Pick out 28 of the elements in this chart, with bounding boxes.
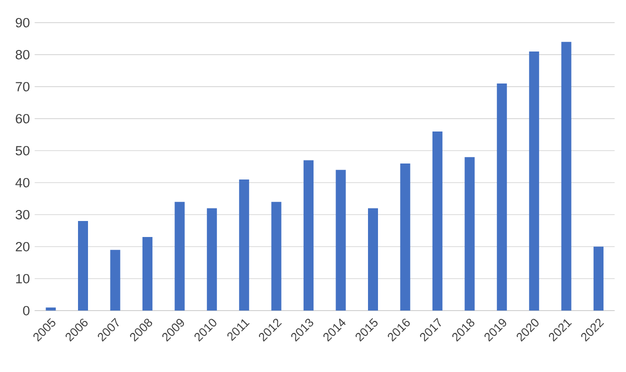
bar (368, 208, 378, 311)
y-tick-label: 70 (16, 82, 30, 92)
bar (142, 237, 152, 311)
bar (400, 163, 410, 311)
bar (432, 131, 442, 311)
y-tick-label: 50 (16, 146, 30, 156)
bar (239, 179, 250, 311)
bar (271, 202, 282, 311)
y-tick-label: 80 (16, 50, 30, 60)
y-tick-label: 90 (16, 18, 30, 28)
bar (496, 83, 507, 311)
bar (46, 307, 56, 311)
bar (174, 202, 185, 311)
bar (110, 250, 120, 311)
bar (304, 160, 314, 311)
bar (594, 246, 604, 311)
bar (561, 42, 572, 311)
bar (336, 170, 346, 311)
y-tick-label: 0 (23, 306, 30, 316)
y-tick-label: 20 (16, 242, 30, 252)
y-tick-label: 10 (16, 274, 30, 284)
bar (464, 157, 475, 311)
y-tick-label: 30 (16, 210, 30, 220)
y-tick-label: 40 (15, 178, 30, 188)
bar (78, 221, 88, 311)
y-tick-label: 60 (16, 114, 30, 124)
bar (206, 208, 217, 311)
bar (529, 51, 540, 311)
